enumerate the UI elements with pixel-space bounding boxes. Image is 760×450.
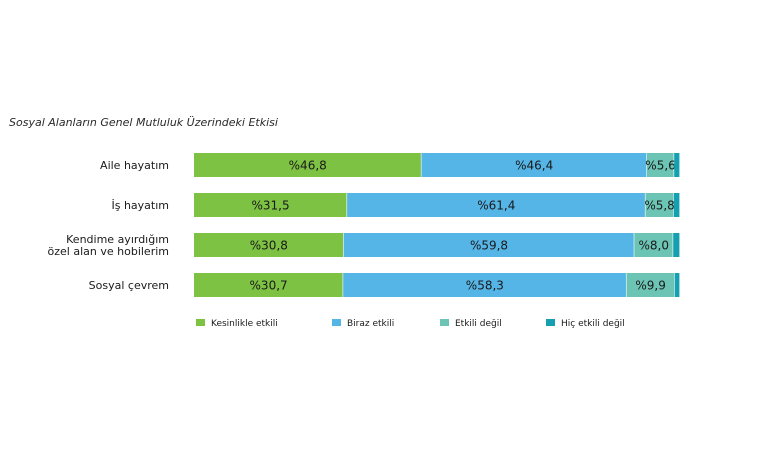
data-label: %61,4 — [477, 199, 515, 213]
bar-segment — [645, 193, 674, 217]
legend-item: Biraz etkili — [332, 319, 394, 329]
bar-segment — [634, 233, 673, 257]
category-label: Aile hayatım — [100, 159, 169, 172]
bar-segment — [626, 273, 675, 297]
bar-segment — [673, 233, 680, 257]
bar-segment — [674, 153, 680, 177]
legend-label: Biraz etkili — [347, 319, 394, 329]
bar-segment — [673, 193, 680, 217]
category-label: İş hayatım — [111, 199, 169, 212]
data-label: %5,8 — [644, 199, 675, 213]
legend-swatch — [332, 319, 341, 326]
bar-segment — [674, 273, 680, 297]
bar-segment — [194, 233, 344, 257]
bar-segment — [343, 273, 626, 297]
bar-segment — [347, 193, 645, 217]
legend-swatch — [196, 319, 205, 326]
legend-label: Kesinlikle etkili — [211, 319, 278, 329]
bar-segment — [646, 153, 674, 177]
data-label: %8,0 — [639, 239, 670, 253]
bar-segment — [194, 153, 421, 177]
bar-segment — [194, 273, 343, 297]
data-label: %46,8 — [289, 159, 327, 173]
data-label: %30,7 — [250, 279, 288, 293]
data-label: %31,5 — [251, 199, 289, 213]
legend-item: Hiç etkili değil — [546, 319, 625, 329]
category-label: Kendime ayırdığım özel alan ve hobilerim — [48, 233, 169, 258]
data-label: %5,6 — [645, 159, 676, 173]
legend-label: Etkili değil — [455, 319, 502, 329]
bar-segment — [194, 193, 347, 217]
legend-swatch — [546, 319, 555, 326]
legend-item: Etkili değil — [440, 319, 502, 329]
data-label: %59,8 — [470, 239, 508, 253]
bar-segment — [343, 233, 634, 257]
data-label: %58,3 — [466, 279, 504, 293]
legend-swatch — [440, 319, 449, 326]
data-label: %30,8 — [250, 239, 288, 253]
chart-title: Sosyal Alanların Genel Mutluluk Üzerinde… — [9, 116, 278, 129]
legend-label: Hiç etkili değil — [561, 319, 625, 329]
data-label: %9,9 — [635, 279, 666, 293]
data-label: %46,4 — [515, 159, 553, 173]
category-label: Sosyal çevrem — [89, 279, 169, 292]
legend-item: Kesinlikle etkili — [196, 319, 278, 329]
bar-segment — [421, 153, 647, 177]
